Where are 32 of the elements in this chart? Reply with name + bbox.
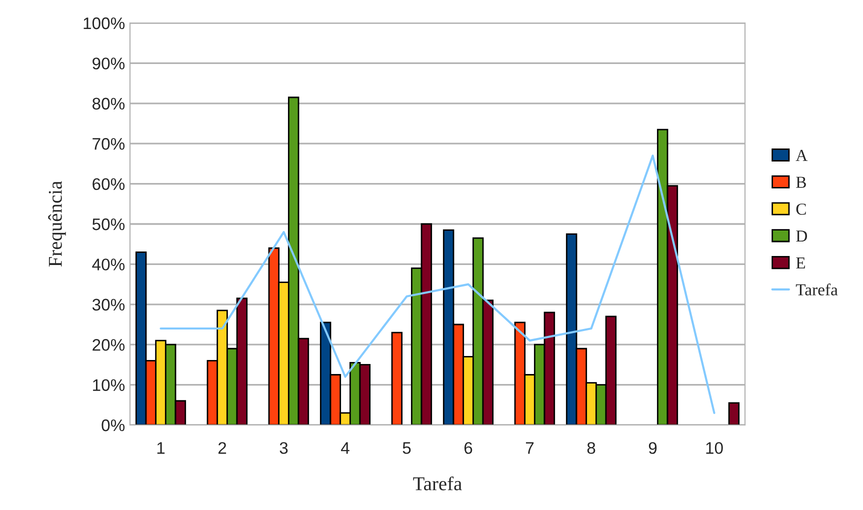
legend-label: C (796, 204, 806, 215)
bar (728, 402, 740, 425)
x-tick-label: 10 (706, 442, 723, 454)
y-tick-label: 80% (92, 98, 125, 110)
x-tick-label: 5 (402, 442, 411, 454)
line-series (160, 154, 716, 414)
y-tick-label: 0% (102, 419, 125, 432)
y-tick-label: 20% (92, 339, 125, 351)
x-tick-label: 1 (157, 442, 165, 454)
y-tick-label: 30% (92, 298, 125, 311)
x-tick-label: 2 (218, 442, 226, 454)
y-tick-label: 10% (93, 379, 125, 392)
x-tick-label: 4 (341, 442, 350, 454)
legend-label: D (796, 230, 808, 242)
x-tick-label: 3 (280, 442, 288, 454)
x-tick-label: 7 (526, 442, 534, 454)
y-tick-label: 50% (92, 218, 125, 230)
y-tick-label: 100% (84, 17, 125, 30)
y-axis-title: Frequência (48, 181, 66, 267)
y-tick-label: 70% (92, 138, 125, 150)
y-tick-label: 60% (92, 178, 125, 190)
y-tick-label: 40% (92, 258, 125, 270)
legend-label: B (796, 176, 806, 188)
y-tick-label: 90% (92, 58, 125, 70)
x-tick-label: 6 (464, 442, 472, 454)
x-tick-label: 8 (587, 442, 596, 454)
legend-label: E (796, 257, 805, 268)
legend-label: Tarefa (796, 284, 838, 296)
x-axis-title: Tarefa (413, 476, 462, 490)
bar (391, 332, 403, 425)
x-tick-label: 9 (648, 442, 657, 454)
legend-label: A (796, 150, 808, 161)
